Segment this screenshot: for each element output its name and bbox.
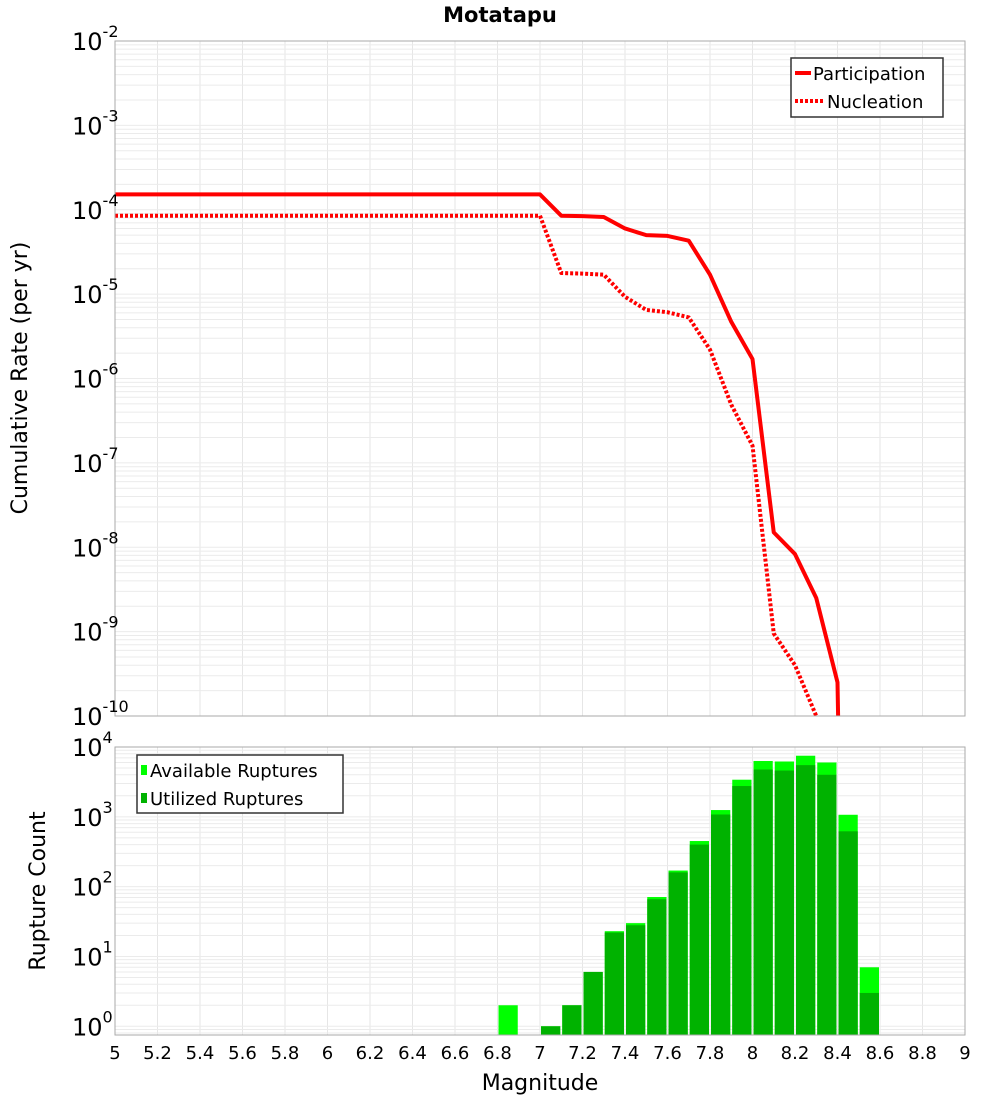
x-tick-label: 6.2 <box>356 1043 385 1064</box>
y-tick-label: 10-2 <box>72 22 119 56</box>
legend-utilized-swatch <box>141 793 147 803</box>
y-tick-label: 103 <box>72 798 113 832</box>
x-tick-labels: 5 5.2 5.4 5.6 5.8 6 6.2 6.4 6.6 6.8 7 7.2 7.4 7.6 7.8 8… <box>109 1043 970 1064</box>
line-nucleation <box>115 213 819 716</box>
bottom-plot-frame <box>114 746 966 1036</box>
y-tick-label: 10-7 <box>72 444 119 478</box>
x-tick-label: 9 <box>959 1043 970 1064</box>
y-tick-label: 10-10 <box>72 697 129 731</box>
x-tick-label: 5.6 <box>228 1043 257 1064</box>
line-participation <box>115 192 841 716</box>
bar-utilized <box>689 844 709 1035</box>
y-tick-label: 10-6 <box>72 360 119 394</box>
bar-utilized <box>859 992 879 1035</box>
y-tick-label: 100 <box>72 1007 113 1041</box>
x-tick-label: 6.6 <box>441 1043 470 1064</box>
bar-utilized <box>711 814 731 1035</box>
x-tick-label: 5 <box>109 1043 120 1064</box>
x-tick-label: 8.4 <box>823 1043 852 1064</box>
y-tick-label: 10-4 <box>72 191 119 225</box>
y-tick-label: 101 <box>72 937 113 971</box>
y-tick-label: 10-9 <box>72 613 119 647</box>
x-tick-label: 5.4 <box>186 1043 215 1064</box>
x-tick-label: 6.8 <box>483 1043 512 1064</box>
line-series <box>115 192 841 716</box>
y-tick-label: 10-8 <box>72 528 119 562</box>
x-tick-label: 7.6 <box>653 1043 682 1064</box>
legend-utilized-label: Utilized Ruptures <box>150 789 303 810</box>
y-tick-label: 104 <box>72 728 113 762</box>
x-tick-label: 8.8 <box>908 1043 937 1064</box>
top-y-axis-label: Cumulative Rate (per yr) <box>8 242 33 515</box>
bar-utilized <box>838 831 858 1035</box>
bar-series <box>498 755 879 1035</box>
x-tick-label: 5.2 <box>143 1043 172 1064</box>
bottom-y-tick-labels: 104 103 102 101 100 <box>72 728 113 1041</box>
x-tick-label: 5.8 <box>271 1043 300 1064</box>
y-tick-label: 10-5 <box>72 275 119 309</box>
x-tick-label: 7 <box>534 1043 545 1064</box>
chart-title: Motatapu <box>443 3 557 27</box>
top-plot-frame <box>114 40 966 717</box>
bar-utilized <box>647 899 667 1035</box>
bar-utilized <box>753 769 773 1035</box>
bar-utilized <box>604 932 624 1035</box>
x-tick-label: 8 <box>747 1043 758 1064</box>
x-tick-label: 7.2 <box>568 1043 597 1064</box>
top-y-tick-labels: 10-2 10-3 10-4 10-5 10-6 10-7 10-8 10-9 10-10 <box>72 22 129 731</box>
bar-utilized <box>541 1026 561 1035</box>
bar-utilized <box>626 925 646 1035</box>
legend-available-swatch <box>141 765 147 775</box>
x-tick-label: 8.2 <box>781 1043 810 1064</box>
bar-utilized <box>796 765 816 1035</box>
x-tick-label: 7.8 <box>696 1043 725 1064</box>
x-tick-label: 7.4 <box>611 1043 640 1064</box>
x-axis-label: Magnitude <box>482 1071 599 1096</box>
bar-utilized <box>668 872 688 1035</box>
top-plot-grid <box>115 41 965 716</box>
bar-utilized <box>583 971 603 1035</box>
x-tick-label: 8.6 <box>866 1043 895 1064</box>
bar-utilized <box>817 774 837 1035</box>
y-tick-label: 102 <box>72 868 113 902</box>
y-tick-label: 10-3 <box>72 106 119 140</box>
bar-available <box>498 1005 518 1035</box>
x-tick-label: 6.4 <box>398 1043 427 1064</box>
bar-utilized <box>732 786 752 1035</box>
legend-nucleation-label: Nucleation <box>827 92 923 113</box>
legend-participation-label: Participation <box>813 64 925 85</box>
bottom-legend: Available Ruptures Utilized Ruptures <box>136 754 344 814</box>
legend-available-label: Available Ruptures <box>150 761 318 782</box>
bar-utilized <box>562 1005 582 1035</box>
bar-utilized <box>774 770 794 1035</box>
x-tick-label: 6 <box>322 1043 333 1064</box>
bottom-y-axis-label: Rupture Count <box>26 811 51 971</box>
top-legend: Participation Nucleation <box>790 57 944 118</box>
